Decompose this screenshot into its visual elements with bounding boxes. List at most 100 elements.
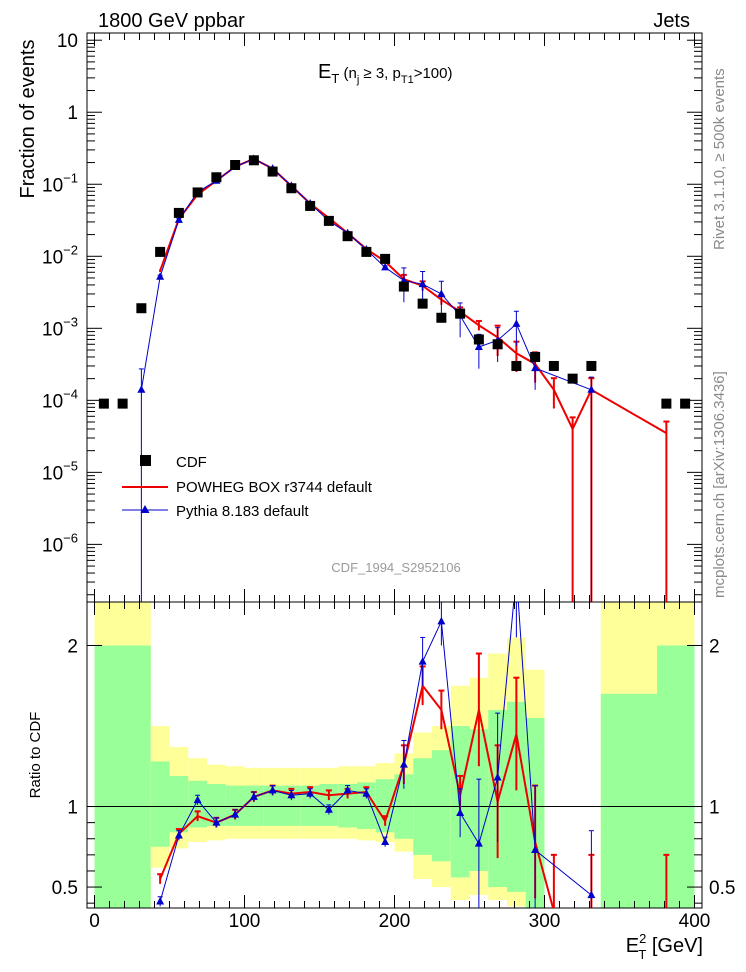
- cdf-point: [323, 215, 334, 226]
- pythia-point: [474, 342, 483, 351]
- cdf-point: [98, 398, 109, 409]
- main-y-tick-labels: 10 1 10−1 10−2 10−3 10−4 10−5 10−6: [42, 31, 78, 556]
- rivet-side-label: Rivet 3.1.10, ≥ 500k events: [711, 68, 728, 250]
- mcplots-side-label: mcplots.cern.ch [arXiv:1306.3436]: [711, 371, 728, 598]
- pythia-ratio-point: [156, 897, 165, 905]
- pythia-ratio-point: [174, 831, 183, 839]
- pythia-point: [137, 385, 146, 393]
- legend-pythia-marker: [140, 505, 150, 513]
- cdf-point: [473, 334, 484, 345]
- pythia-ratio-point: [587, 890, 596, 899]
- green-band-bin: [132, 645, 151, 908]
- cdf-point: [173, 207, 184, 218]
- ratio-bands: [94, 602, 695, 908]
- ratio-y-tick-labels: 0.5 0.5 1 1 2 2: [52, 636, 736, 899]
- cdf-point: [136, 303, 147, 314]
- cdf-point: [436, 312, 447, 323]
- pythia-ratio-point: [512, 569, 520, 577]
- green-band-bin: [657, 645, 695, 908]
- cdf-point: [530, 351, 541, 362]
- main-y-tick-label: 10−2: [42, 242, 78, 268]
- pythia-ratio-line: [159, 602, 592, 902]
- legend: CDF POWHEG BOX r3744 default Pythia 8.18…: [122, 454, 373, 520]
- pythia-ratio-point: [306, 789, 315, 797]
- main-data-layer: [98, 154, 691, 602]
- pythia-ratio-point: [418, 657, 427, 665]
- pythia-ratio-point: [324, 805, 333, 813]
- ratio-y-tick-label-right: 0.5: [709, 878, 735, 899]
- pythia-ratio-point: [362, 789, 371, 797]
- pythia-ratio-point: [531, 845, 540, 854]
- pythia-ratio-point: [249, 792, 258, 800]
- header-left: 1800 GeV ppbar: [98, 10, 245, 32]
- main-y-tick-label: 10: [57, 31, 78, 52]
- pythia-line: [140, 158, 592, 391]
- header-right: Jets: [653, 10, 690, 32]
- cdf-point: [230, 160, 241, 171]
- ratio-y-tick-label-right: 2: [709, 636, 720, 657]
- legend-pythia-label: Pythia 8.183 default: [176, 503, 309, 520]
- legend-cdf-label: CDF: [176, 454, 207, 471]
- cdf-point: [548, 360, 559, 371]
- x-tick-label: 300: [529, 911, 561, 932]
- green-band-bin: [207, 783, 226, 826]
- pythia-ratio-point: [231, 810, 240, 818]
- cdf-point: [680, 398, 691, 409]
- cdf-point: [286, 183, 297, 194]
- pythia-point: [531, 363, 540, 372]
- pythia-ratio-point: [456, 808, 465, 816]
- main-y-tick-label: 1: [67, 103, 78, 124]
- pythia-point: [156, 272, 165, 280]
- cdf-point: [192, 187, 203, 198]
- pythia-ratio-point: [212, 818, 221, 826]
- pythia-point: [587, 385, 596, 393]
- cdf-point: [305, 200, 316, 211]
- cdf-point: [417, 298, 428, 309]
- cdf-point: [567, 373, 578, 384]
- pythia-ratio-point: [381, 837, 390, 845]
- pythia-point: [418, 279, 427, 288]
- ratio-y-axis-label: Ratio to CDF: [27, 712, 44, 799]
- main-y-tick-label: 10−3: [42, 314, 78, 340]
- green-band-bin: [169, 775, 189, 833]
- pythia-ratio-point: [474, 839, 483, 847]
- pythia-point: [437, 289, 446, 297]
- cdf-point: [248, 155, 259, 166]
- ratio-y-tick-label: 0.5: [52, 878, 78, 899]
- cdf-point: [211, 172, 222, 183]
- cdf-point: [455, 308, 466, 319]
- cdf-point: [155, 246, 166, 257]
- green-band-bin: [357, 782, 376, 830]
- green-band-bin: [150, 761, 170, 847]
- ratio-y-tick-label: 2: [67, 636, 78, 657]
- pythia-ratio-point: [268, 785, 277, 794]
- green-band-bin: [282, 785, 301, 826]
- main-y-tick-label: 10−5: [42, 458, 78, 484]
- pythia-point: [174, 215, 183, 223]
- pythia-ratio-point: [343, 785, 352, 794]
- x-tick-label: 200: [379, 911, 411, 932]
- x-tick-label: 400: [679, 911, 711, 932]
- pythia-ratio-point: [437, 616, 446, 625]
- cdf-point: [492, 339, 503, 350]
- cdf-point: [661, 398, 672, 409]
- analysis-watermark: CDF_1994_S2952106: [331, 560, 460, 575]
- cdf-point: [398, 281, 409, 292]
- ratio-y-tick-label-right: 1: [709, 798, 720, 819]
- cdf-point: [380, 253, 391, 264]
- x-tick-labels: 0 100 200 300 400: [89, 911, 710, 932]
- pythia-ratio-point: [287, 790, 296, 799]
- pythia-point: [381, 262, 390, 271]
- axis-ticks: [87, 33, 702, 908]
- green-band-bin: [600, 693, 657, 908]
- green-band-bin: [300, 785, 320, 826]
- cdf-point: [117, 398, 128, 409]
- pythia-ratio-point: [399, 760, 408, 768]
- green-band-bin: [432, 750, 451, 862]
- pythia-point: [512, 319, 521, 327]
- cdf-point: [586, 360, 597, 371]
- green-band-bin: [375, 779, 395, 833]
- legend-cdf-marker: [140, 455, 151, 466]
- main-y-axis-label: Fraction of events: [17, 40, 39, 199]
